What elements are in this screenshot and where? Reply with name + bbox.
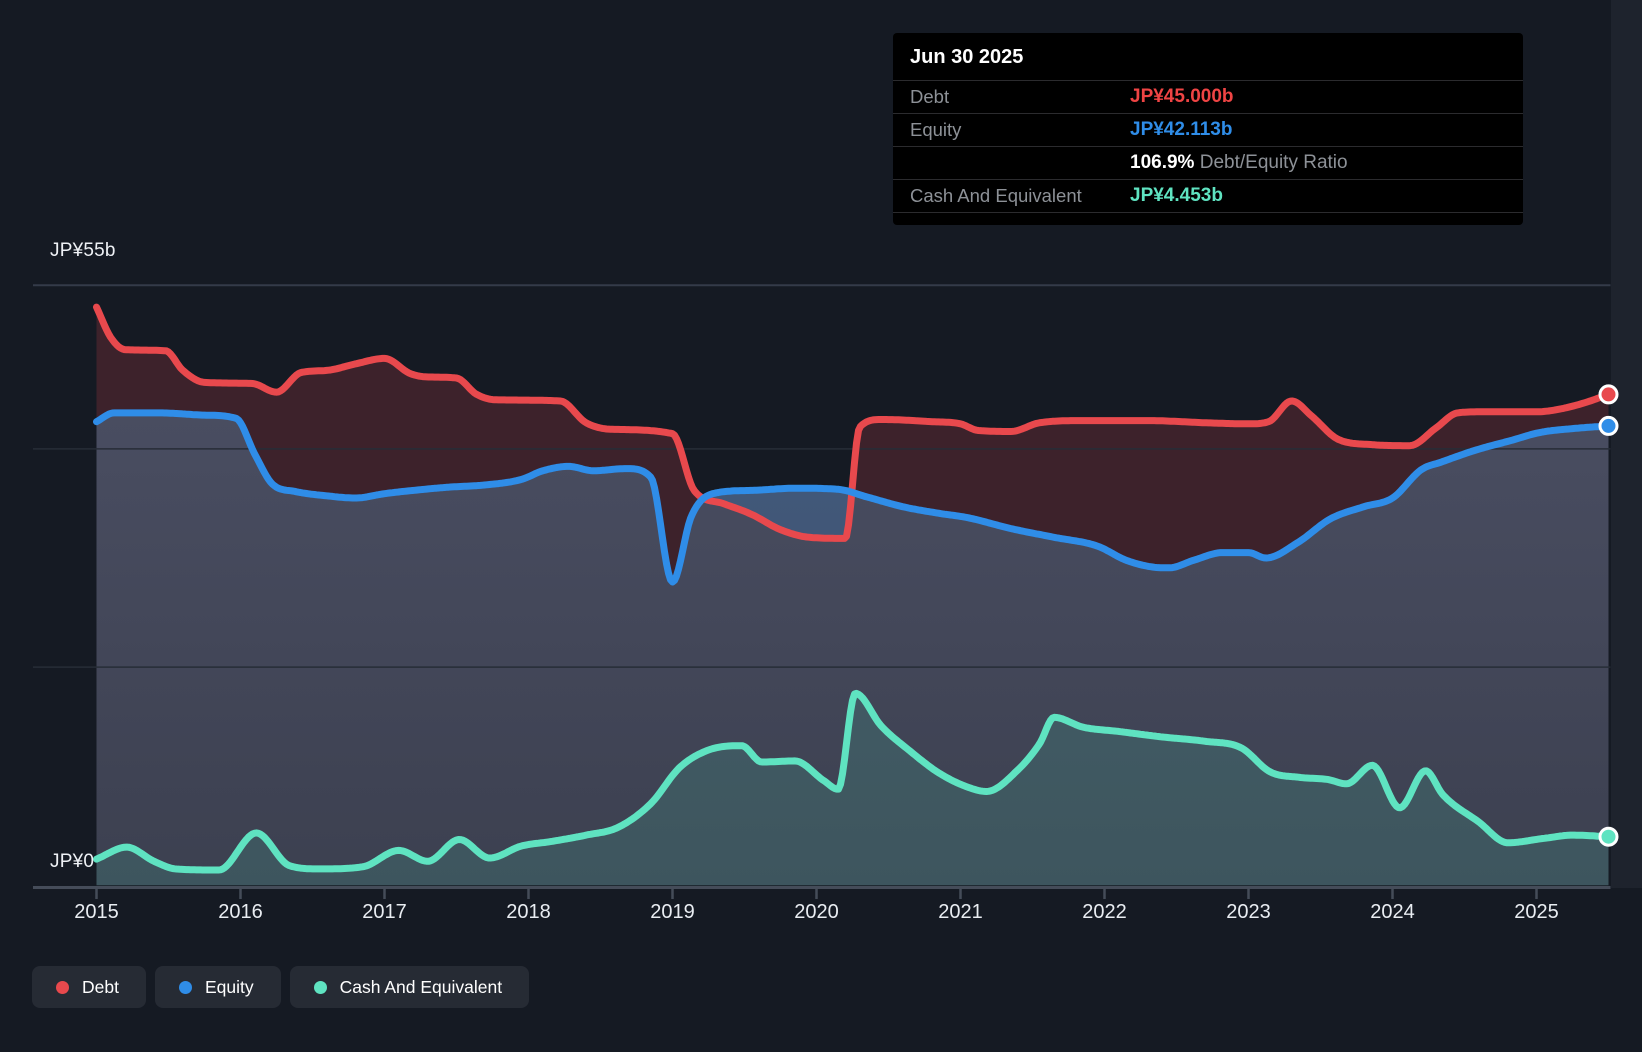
ratio-value: 106.9% xyxy=(1130,152,1195,173)
tooltip-row-ratio: 106.9% Debt/Equity Ratio xyxy=(893,146,1523,179)
x-axis-year-label: 2022 xyxy=(1082,901,1127,923)
x-axis-year-label: 2023 xyxy=(1226,901,1271,923)
y-axis-zero-label: JP¥0 xyxy=(50,851,95,872)
tooltip-debt-value: JP¥45.000b xyxy=(1130,86,1234,107)
x-axis-year-label: 2016 xyxy=(218,901,263,923)
tooltip-equity-label: Equity xyxy=(910,119,962,140)
tooltip-date: Jun 30 2025 xyxy=(910,46,1024,68)
x-axis-year-label: 2020 xyxy=(794,901,839,923)
x-axis xyxy=(33,886,1611,899)
tooltip-debt-label: Debt xyxy=(910,86,950,107)
gridlines xyxy=(33,284,1611,668)
cash-legend-dot-icon xyxy=(313,980,327,994)
tooltip-cash-label: Cash And Equivalent xyxy=(910,185,1082,206)
legend-item-cash[interactable]: Cash And Equivalent xyxy=(289,966,530,1008)
x-axis-year-label: 2019 xyxy=(650,901,695,923)
tooltip-equity-value: JP¥42.113b xyxy=(1130,119,1233,140)
x-axis-year-label: 2025 xyxy=(1514,901,1559,923)
x-axis-year-label: 2021 xyxy=(938,901,983,923)
area-fills xyxy=(96,307,1609,886)
tooltip-row-equity: Equity JP¥42.113b xyxy=(893,113,1523,146)
series-lines xyxy=(93,303,1612,874)
legend-item-debt[interactable]: Debt xyxy=(32,966,146,1008)
debt-legend-dot-icon xyxy=(56,980,69,994)
y-axis-max-label: JP¥55b xyxy=(50,240,116,261)
legend-item-equity[interactable]: Equity xyxy=(154,966,281,1008)
legend-debt-label: Debt xyxy=(82,976,119,997)
series-endpoint-dots xyxy=(1598,384,1619,847)
tooltip-row-debt: Debt JP¥45.000b xyxy=(893,80,1523,113)
tooltip-cash-value: JP¥4.453b xyxy=(1130,185,1223,206)
chart-legend: Debt Equity Cash And Equivalent xyxy=(32,966,530,1008)
tooltip-row-cash: Cash And Equivalent JP¥4.453b xyxy=(893,179,1523,213)
ratio-label: Debt/Equity Ratio xyxy=(1194,152,1348,173)
x-axis-year-label: 2015 xyxy=(74,901,119,923)
equity-legend-dot-icon xyxy=(178,980,192,994)
x-axis-year-label: 2024 xyxy=(1370,901,1415,923)
plot-right-edge-band xyxy=(1611,0,1642,888)
legend-equity-label: Equity xyxy=(204,976,254,997)
x-axis-year-label: 2017 xyxy=(362,901,407,923)
x-axis-year-label: 2018 xyxy=(506,901,551,923)
legend-cash-label: Cash And Equivalent xyxy=(339,976,503,997)
chart-tooltip: Jun 30 2025 Debt JP¥45.000b Equity JP¥42… xyxy=(893,33,1523,225)
tooltip-debt-equity-ratio: 106.9% Debt/Equity Ratio xyxy=(1130,152,1348,174)
